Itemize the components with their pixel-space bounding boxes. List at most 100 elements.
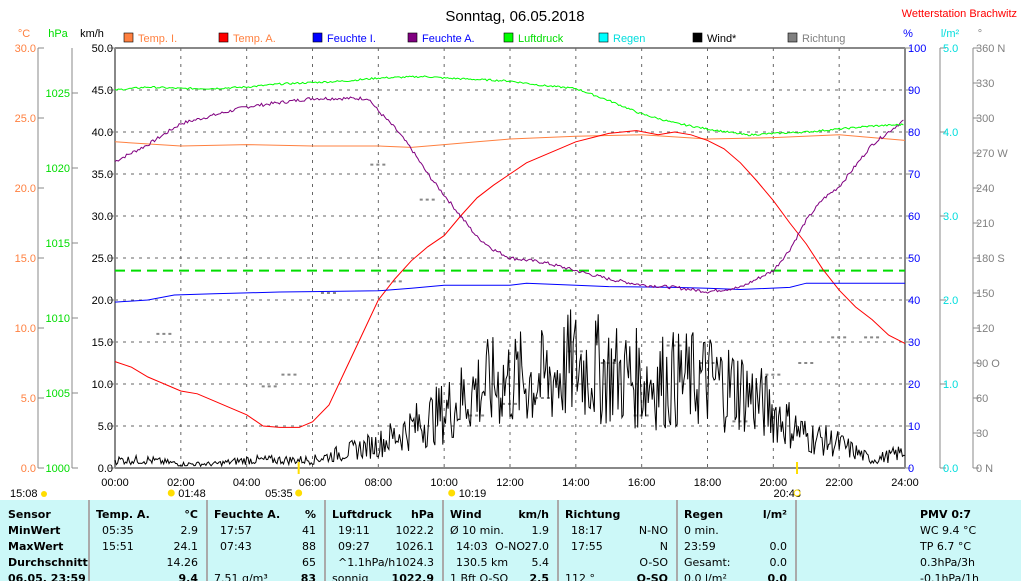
pmv-line: TP 6.7 °C [920, 540, 972, 553]
sensor-column: Sensor MinWert MaxWert Durchschnitt 06.0… [0, 500, 90, 581]
luftdruck-value: 1026.1 [395, 540, 435, 553]
kmh-tick-label: 25.0 [92, 253, 113, 265]
legend-label: Luftdruck [518, 33, 564, 45]
astro-events: 15:08 01:48 05:35 10:19 20:43 [10, 462, 801, 500]
feuchte-time: 07:43 [220, 540, 252, 553]
x-tick-label: 18:00 [694, 477, 722, 489]
legend-swatch [123, 32, 134, 43]
richtung-value: N-NO [638, 524, 668, 537]
direction-tick-label: 360 N [976, 43, 1005, 55]
axes: 0.05.010.015.020.025.030.010001005101010… [15, 43, 1009, 489]
hpa-tick-label: 1010 [46, 313, 70, 325]
legend-swatch [312, 32, 323, 43]
legend-swatch [407, 32, 418, 43]
series-lines [114, 75, 906, 468]
pmv-line: 0.3hPa/3h [920, 556, 976, 569]
kmh-axis-unit: km/h [80, 28, 104, 40]
series-wind- [114, 309, 906, 468]
wind-header: Wind [450, 508, 482, 521]
celsius-axis-unit: °C [18, 28, 30, 40]
x-tick-label: 04:00 [233, 477, 261, 489]
direction-tick-label: 180 S [976, 253, 1005, 265]
luftdruck-value: 1022.9 [391, 572, 434, 581]
legend-label: Feuchte A. [422, 33, 475, 45]
rain-tick-label: 0.0 [943, 463, 958, 475]
legend: Temp. I. Temp. A. Feuchte I. Feuchte A. Luft… [123, 32, 845, 45]
regen-value: 0.0 [769, 556, 788, 569]
richtung-value: O-SO [636, 572, 668, 581]
kmh-tick-label: 15.0 [92, 337, 113, 349]
luftdruck-value: 1024.3 [395, 556, 435, 569]
kmh-tick-label: 45.0 [92, 85, 113, 97]
x-tick-label: 16:00 [628, 477, 656, 489]
chart-title: Sonntag, 06.05.2018 [445, 8, 584, 25]
astro-label: 20:43 [774, 488, 802, 500]
direction-axis-unit: ° [978, 28, 982, 40]
x-tick-label: 00:00 [101, 477, 129, 489]
feuchte-time: 17:57 [220, 524, 252, 537]
hpa-tick-label: 1025 [46, 88, 70, 100]
hpa-tick-label: 1000 [46, 463, 70, 475]
feuchte-column: Feuchte A.% 17:57 07:43 7.51 g/m³ 41 88 65 83 [208, 500, 326, 581]
percent-tick-label: 30 [908, 337, 920, 349]
luftdruck-header: Luftdruck [332, 508, 392, 521]
luftdruck-column: Luftdruck hPa 19:11 09:27 ^1.1hPa/h sonnig 102… [326, 500, 444, 581]
percent-tick-label: 60 [908, 211, 920, 223]
percent-tick-label: 70 [908, 169, 920, 181]
temp-value: 2.9 [180, 524, 199, 537]
station-name: Wetterstation Brachwitz [902, 8, 1017, 20]
pmv-column: PMV 0:7 WC 9.4 °C TP 6.7 °C 0.3hPa/3h -0.1hP… [797, 500, 1021, 581]
legend-label: Temp. I. [138, 33, 177, 45]
legend-label: Feuchte I. [327, 33, 376, 45]
percent-tick-label: 10 [908, 421, 920, 433]
astro-label: 05:35 [265, 488, 293, 500]
percent-tick-label: 100 [908, 43, 926, 55]
temp-unit: °C [184, 508, 198, 521]
moonset-icon [448, 489, 456, 497]
temp-value: 9.4 [178, 572, 199, 581]
hpa-tick-label: 1005 [46, 388, 70, 400]
x-tick-label: 02:00 [167, 477, 195, 489]
legend-label: Regen [613, 33, 645, 45]
celsius-tick-label: 0.0 [21, 463, 36, 475]
temp-header: Temp. A. [96, 508, 150, 521]
percent-tick-label: 0 [908, 463, 914, 475]
direction-tick-label: 150 [976, 288, 994, 300]
astro-label: 15:08 [10, 488, 38, 500]
rain-axis-unit: l/m² [941, 28, 960, 40]
percent-tick-label: 80 [908, 127, 920, 139]
rain-tick-label: 4.0 [943, 127, 958, 139]
rain-tick-label: 2.0 [943, 295, 958, 307]
regen-header: Regen [684, 508, 724, 521]
regen-time: Gesamt: [684, 556, 731, 569]
legend-label: Wind* [707, 33, 737, 45]
regen-value: 0.0 [767, 572, 788, 581]
moon-icon [41, 491, 47, 497]
percent-tick-label: 40 [908, 295, 920, 307]
regen-column: Regen l/m² 0 min. 23:59 Gesamt: 0.0 l/m² 0.0 0.… [678, 500, 797, 581]
kmh-tick-label: 20.0 [92, 295, 113, 307]
feuchte-header: Feuchte A. [214, 508, 281, 521]
wind-value: 1.9 [531, 524, 550, 537]
x-tick-label: 20:00 [760, 477, 788, 489]
regen-time: 0 min. [684, 524, 719, 537]
temp-time: 15:51 [102, 540, 134, 553]
luftdruck-time: 19:11 [338, 524, 370, 537]
feuchte-time: 7.51 g/m³ [214, 572, 268, 581]
hpa-tick-label: 1015 [46, 238, 70, 250]
celsius-tick-label: 15.0 [15, 253, 36, 265]
astro-label: 01:48 [178, 488, 206, 500]
direction-tick-label: 120 [976, 323, 994, 335]
direction-tick-label: 300 [976, 113, 994, 125]
richtung-time: 18:17 [571, 524, 603, 537]
richtung-header: Richtung [565, 508, 621, 521]
sunset-icon [793, 489, 801, 497]
celsius-tick-label: 30.0 [15, 43, 36, 55]
celsius-tick-label: 20.0 [15, 183, 36, 195]
direction-tick-label: 210 [976, 218, 994, 230]
feuchte-value: 88 [302, 540, 316, 553]
celsius-tick-label: 25.0 [15, 113, 36, 125]
richtung-column: Richtung 18:17 17:55 112 ° N-NO N O-SO O-SO [559, 500, 678, 581]
richtung-value: O-SO [639, 556, 668, 569]
legend-label: Richtung [802, 33, 845, 45]
